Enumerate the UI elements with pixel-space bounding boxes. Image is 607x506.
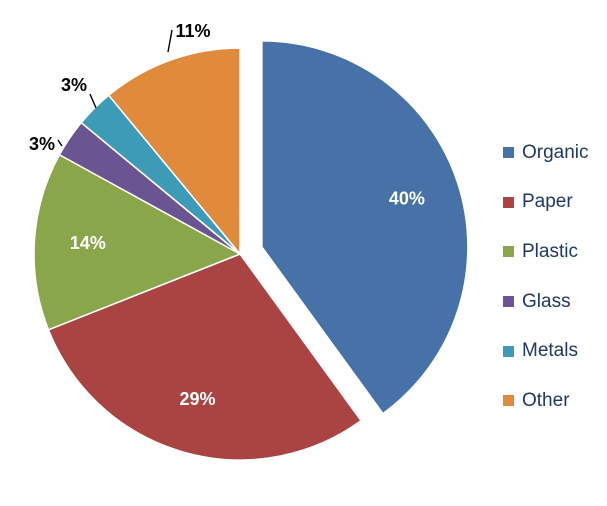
legend-swatch-paper xyxy=(503,196,514,208)
legend-item-paper: Paper xyxy=(503,178,607,228)
legend-label-organic: Organic xyxy=(522,141,589,163)
legend-label-paper: Paper xyxy=(522,191,573,213)
legend-item-metals: Metals xyxy=(503,326,607,376)
leader-line-glass xyxy=(57,139,63,147)
data-label-plastic: 14% xyxy=(70,233,106,253)
pie-plot-area: 40% 29% 14% 3% 3% 11% xyxy=(29,21,469,461)
pie-slice-plastic xyxy=(33,153,242,331)
pie-slice-organic xyxy=(261,40,469,415)
legend-label-metals: Metals xyxy=(522,340,578,362)
pie-slice-paper xyxy=(47,253,363,461)
data-label-paper: 29% xyxy=(179,389,215,409)
legend-label-plastic: Plastic xyxy=(522,240,578,262)
legend-swatch-metals xyxy=(503,345,514,357)
legend-item-plastic: Plastic xyxy=(503,227,607,277)
legend-item-glass: Glass xyxy=(503,277,607,327)
pie-slice-other xyxy=(107,47,241,257)
data-label-other: 11% xyxy=(175,21,210,41)
legend-label-other: Other xyxy=(522,389,570,411)
data-label-glass: 3% xyxy=(29,134,55,154)
leader-line-metals xyxy=(89,93,97,109)
legend-swatch-glass xyxy=(503,296,514,308)
leader-line-other xyxy=(167,29,173,53)
legend-swatch-other xyxy=(503,395,514,407)
chart-legend: Organic Paper Plastic Glass Metals Other xyxy=(503,128,607,426)
legend-swatch-organic xyxy=(503,147,514,159)
legend-swatch-plastic xyxy=(503,246,514,258)
data-label-organic: 40% xyxy=(389,189,425,209)
legend-item-organic: Organic xyxy=(503,128,607,178)
legend-item-other: Other xyxy=(503,376,607,426)
legend-label-glass: Glass xyxy=(522,290,571,312)
data-label-metals: 3% xyxy=(61,75,87,95)
